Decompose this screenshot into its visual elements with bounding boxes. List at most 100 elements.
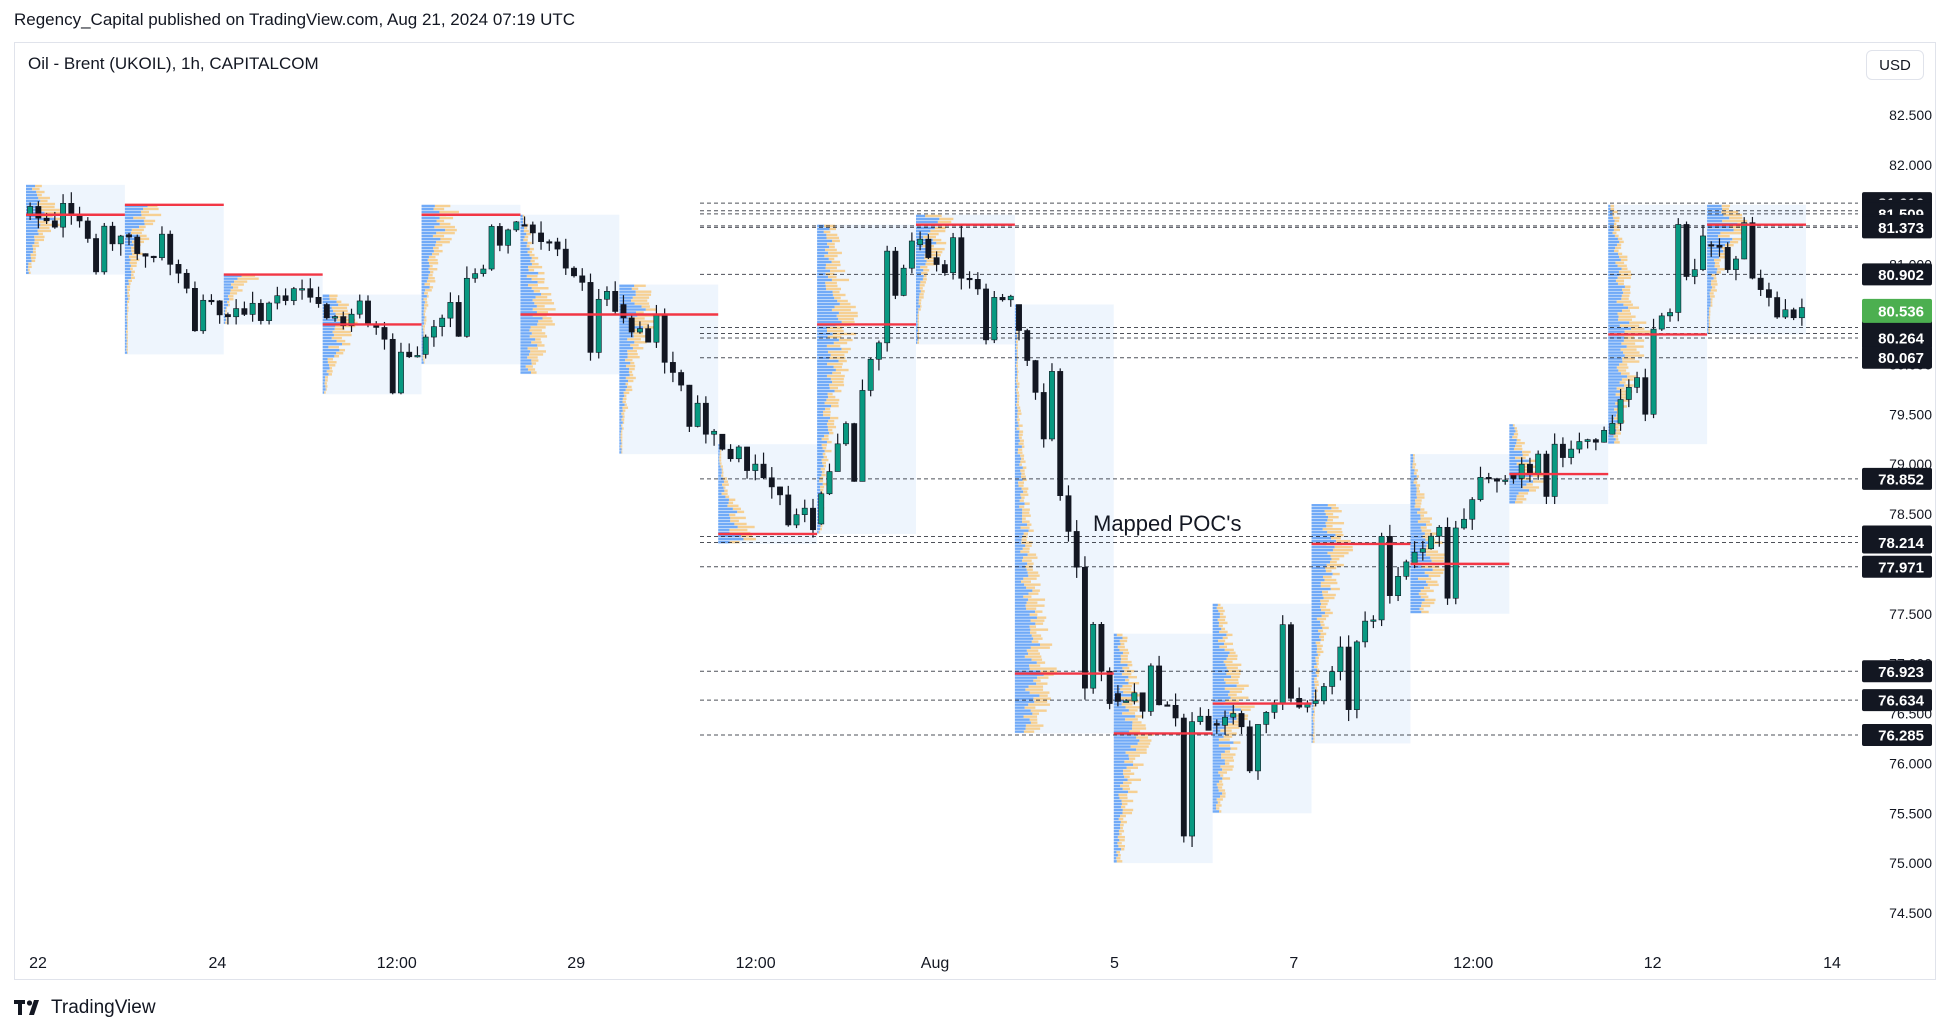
- volume-bar-down: [621, 418, 625, 421]
- volume-bar-down: [1023, 556, 1038, 559]
- volume-bar-down: [1615, 432, 1621, 435]
- volume-bar-up: [1212, 642, 1225, 646]
- volume-bar-up: [1410, 514, 1421, 517]
- volume-bar-down: [1032, 589, 1040, 592]
- volume-bar-up: [1608, 240, 1620, 244]
- volume-bar-down: [1226, 672, 1241, 675]
- volume-bar-down: [30, 256, 36, 260]
- volume-bar-down: [823, 413, 831, 417]
- volume-bar-down: [1130, 745, 1149, 748]
- price-label: 80.902: [1878, 267, 1924, 284]
- volume-bar-down: [1031, 640, 1039, 643]
- volume-bar-down: [422, 325, 425, 328]
- volume-bar-down: [1316, 644, 1323, 648]
- candle-bear: [183, 272, 190, 289]
- volume-bar-up: [421, 231, 437, 235]
- volume-bar-down: [822, 461, 827, 465]
- price-label: 76.923: [1878, 664, 1924, 681]
- volume-bar-down: [1026, 601, 1038, 604]
- volume-bar-up: [817, 401, 825, 405]
- volume-bar-up: [817, 392, 828, 396]
- volume-bar-up: [1212, 795, 1220, 798]
- candle-bull: [463, 277, 470, 337]
- candle-bull: [348, 313, 355, 327]
- volume-bar-up: [916, 250, 930, 254]
- candle-bear: [381, 327, 388, 340]
- volume-bar-up: [421, 355, 423, 358]
- volume-bar-up: [1014, 634, 1032, 637]
- volume-bar-up: [1014, 376, 1017, 379]
- tradingview-logo[interactable]: TradingView: [14, 997, 156, 1019]
- volume-bar-up: [1410, 511, 1418, 514]
- volume-bar-up: [1014, 649, 1027, 652]
- volume-bar-up: [916, 226, 935, 230]
- volume-bar-down: [1312, 716, 1315, 719]
- price-label-box: [1862, 660, 1932, 683]
- candle-bull: [1403, 561, 1410, 577]
- volume-bar-down: [621, 442, 623, 445]
- volume-bar-down: [1315, 641, 1321, 645]
- volume-bar-up: [916, 305, 921, 308]
- volume-bar-down: [428, 261, 439, 265]
- volume-bar-up: [1014, 553, 1028, 556]
- volume-bar-up: [520, 271, 539, 275]
- volume-bar-up: [124, 261, 130, 265]
- volume-bar-up: [124, 255, 129, 259]
- volume-bar-down: [37, 193, 42, 197]
- volume-bar-up: [1014, 472, 1022, 475]
- volume-bar-down: [1122, 808, 1134, 812]
- volume-bar-down: [1512, 436, 1518, 439]
- candle-bear: [719, 433, 726, 450]
- volume-bar-down: [1219, 810, 1222, 813]
- volume-bar-down: [33, 247, 36, 251]
- candle-bull: [950, 237, 957, 274]
- volume-bar-down: [1619, 324, 1640, 327]
- volume-bar-up: [916, 314, 918, 317]
- volume-bar-down: [1023, 577, 1037, 580]
- volume-bar-up: [1212, 786, 1218, 789]
- volume-bar-up: [1608, 276, 1618, 279]
- volume-bar-down: [832, 290, 840, 294]
- volume-bar-down: [1624, 354, 1645, 357]
- volume-bar-up: [619, 397, 623, 400]
- y-tick-label: 82.000: [1889, 157, 1932, 173]
- volume-bar-down: [1317, 653, 1321, 657]
- volume-bar-up: [1311, 572, 1333, 576]
- volume-bar-down: [1216, 804, 1222, 807]
- volume-bar-down: [1532, 474, 1548, 477]
- volume-bar-up: [1707, 243, 1726, 247]
- volume-bar-up: [916, 293, 920, 296]
- volume-bar-down: [622, 397, 627, 400]
- volume-bar-down: [1025, 544, 1032, 547]
- volume-bar-up: [1410, 508, 1421, 511]
- volume-bar-down: [1017, 415, 1019, 418]
- candle-bear: [1642, 377, 1649, 415]
- volume-bar-down: [1033, 679, 1041, 682]
- volume-bar-down: [1708, 316, 1711, 319]
- volume-bar-down: [1023, 595, 1032, 598]
- volume-bar-up: [1608, 231, 1613, 235]
- volume-bar-up: [1014, 586, 1027, 589]
- volume-bar-down: [1121, 799, 1134, 803]
- volume-bar-up: [1113, 688, 1121, 691]
- volume-bar-up: [223, 318, 226, 321]
- volume-bar-down: [1224, 726, 1240, 729]
- volume-bar-down: [1123, 769, 1131, 772]
- currency-button[interactable]: USD: [1866, 50, 1924, 80]
- volume-bar-down: [1128, 754, 1140, 757]
- volume-bar-down: [1024, 583, 1041, 586]
- volume-bar-up: [1608, 324, 1620, 327]
- volume-bar-down: [1425, 523, 1432, 526]
- candle-bear: [1345, 646, 1352, 710]
- volume-bar-down: [1022, 478, 1027, 481]
- volume-bar-up: [520, 362, 532, 365]
- volume-bar-up: [520, 335, 530, 338]
- volume-bar-up: [124, 300, 128, 303]
- volume-bar-down: [1017, 421, 1020, 424]
- volume-bar-up: [124, 297, 129, 300]
- price-label: 77.971: [1878, 559, 1924, 576]
- volume-bar-up: [26, 262, 29, 266]
- volume-bar-down: [834, 305, 856, 309]
- volume-bar-up: [1311, 665, 1315, 669]
